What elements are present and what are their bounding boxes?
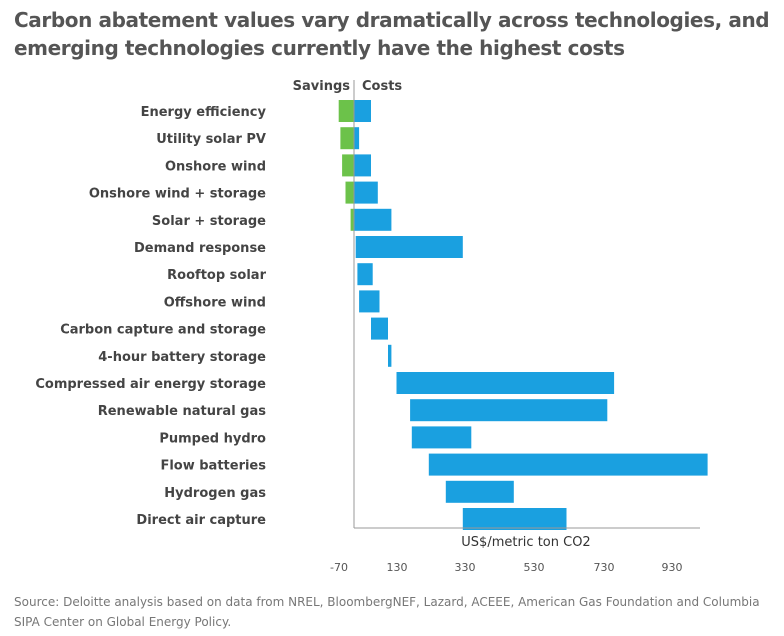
x-tick-730: 730: [594, 561, 615, 574]
costs-bar-compressed-air-energy-storage: [396, 372, 615, 394]
category-label-solar-storage: Solar + storage: [152, 214, 266, 229]
x-tick-330: 330: [455, 561, 476, 574]
costs-header: Costs: [362, 79, 402, 94]
category-label-flow-batteries: Flow batteries: [160, 459, 266, 474]
category-label-carbon-capture-and-storage: Carbon capture and storage: [60, 323, 266, 338]
abatement-chart: Savings Costs Energy efficiency Utility s…: [35, 79, 708, 574]
category-label-compressed-air-energy-storage: Compressed air energy storage: [35, 377, 266, 392]
x-tick-neg70: -70: [330, 561, 348, 574]
category-label-utility-solar-pv: Utility solar PV: [156, 132, 266, 147]
category-label-demand-response: Demand response: [134, 241, 266, 256]
x-axis-title: US$/metric ton CO2: [461, 535, 590, 550]
category-label-4-hour-battery-storage: 4-hour battery storage: [98, 350, 266, 365]
category-label-onshore-wind-storage: Onshore wind + storage: [89, 187, 266, 202]
x-tick-labels: -70 130 330 530 730 930: [330, 561, 682, 574]
costs-bar-utility-solar-pv: [354, 127, 360, 150]
savings-bar-energy-efficiency: [338, 100, 354, 122]
category-label-hydrogen-gas: Hydrogen gas: [164, 486, 266, 501]
x-tick-930: 930: [662, 561, 683, 574]
category-labels: Energy efficiency Utility solar PV Onshore…: [35, 105, 266, 528]
x-tick-130: 130: [387, 561, 408, 574]
costs-bar-energy-efficiency: [354, 100, 371, 122]
costs-bar-renewable-natural-gas: [410, 399, 608, 422]
bars-group: [338, 100, 708, 530]
costs-bar-demand-response: [355, 236, 463, 258]
savings-bar-utility-solar-pv: [340, 127, 354, 150]
savings-bar-onshore-wind-storage: [345, 181, 354, 204]
category-label-onshore-wind: Onshore wind: [165, 159, 266, 174]
category-label-rooftop-solar: Rooftop solar: [167, 268, 266, 283]
category-label-direct-air-capture: Direct air capture: [136, 513, 266, 528]
source-note: Source: Deloitte analysis based on data …: [14, 595, 760, 629]
costs-bar-rooftop-solar: [357, 263, 373, 286]
costs-bar-solar-storage: [354, 208, 392, 231]
costs-bar-onshore-wind: [354, 154, 371, 177]
category-label-offshore-wind: Offshore wind: [164, 295, 266, 310]
category-label-renewable-natural-gas: Renewable natural gas: [98, 404, 267, 419]
costs-bar-onshore-wind-storage: [354, 181, 378, 204]
costs-bar-pumped-hydro: [411, 426, 472, 449]
savings-bar-solar-storage: [350, 208, 354, 231]
costs-bar-offshore-wind: [359, 290, 380, 313]
savings-header: Savings: [293, 79, 351, 94]
chart-title: Carbon abatement values vary dramaticall…: [14, 8, 770, 60]
costs-bar-direct-air-capture: [462, 508, 567, 530]
savings-bar-onshore-wind: [342, 154, 354, 177]
costs-bar-hydrogen-gas: [445, 480, 514, 503]
category-label-energy-efficiency: Energy efficiency: [141, 105, 267, 120]
x-tick-530: 530: [524, 561, 545, 574]
costs-bar-flow-batteries: [428, 453, 708, 476]
category-label-pumped-hydro: Pumped hydro: [159, 431, 266, 446]
costs-bar-4-hour-battery-storage: [388, 344, 392, 367]
costs-bar-carbon-capture-and-storage: [371, 317, 388, 340]
